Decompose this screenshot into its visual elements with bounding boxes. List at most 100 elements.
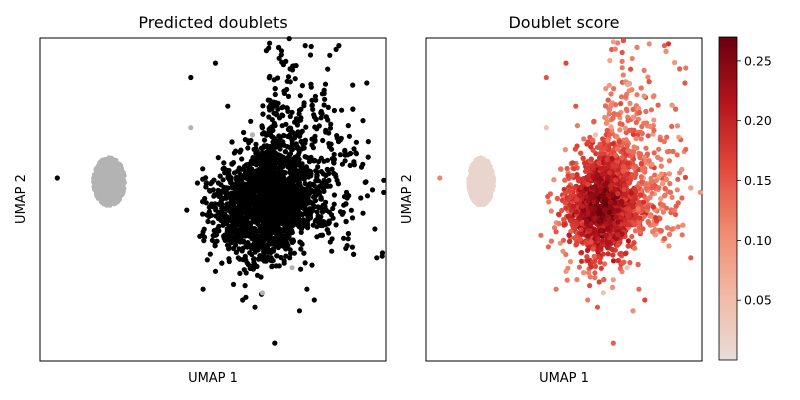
data-point [313, 116, 319, 122]
data-point [327, 52, 333, 58]
data-point [247, 265, 253, 271]
outlier-point [289, 143, 295, 149]
data-point [651, 150, 657, 156]
data-point [99, 196, 105, 202]
outlier-point [242, 283, 248, 289]
data-point [320, 137, 326, 144]
data-point [229, 184, 235, 190]
data-point [652, 172, 658, 178]
data-point [248, 118, 254, 124]
data-point [220, 177, 226, 183]
data-point [365, 139, 371, 145]
data-point [267, 107, 273, 113]
data-point [632, 228, 639, 234]
data-point [230, 160, 237, 166]
data-point [302, 181, 308, 187]
data-point [303, 124, 309, 130]
data-point [259, 125, 265, 131]
data-point [203, 175, 209, 181]
data-point [98, 163, 104, 169]
data-point [111, 197, 117, 203]
data-point [242, 233, 248, 239]
data-point [270, 139, 276, 145]
data-point [295, 161, 301, 167]
data-point [104, 179, 110, 185]
data-point [327, 125, 333, 131]
data-point [230, 281, 237, 287]
data-point [235, 198, 241, 204]
data-point [200, 166, 206, 172]
data-point [275, 189, 281, 195]
data-point [294, 145, 300, 151]
data-point [475, 163, 481, 169]
data-point [252, 261, 258, 268]
data-point [254, 272, 261, 278]
outlier-point [200, 229, 206, 235]
data-point [315, 159, 322, 165]
data-point [119, 170, 126, 176]
data-point [331, 192, 337, 198]
data-point [236, 185, 242, 191]
data-point [325, 104, 331, 110]
data-point [300, 168, 306, 174]
data-point [486, 170, 492, 176]
data-point [369, 187, 376, 193]
data-point [276, 44, 282, 51]
data-point [331, 151, 337, 158]
data-point [252, 244, 258, 250]
data-point [282, 149, 288, 155]
data-point [200, 199, 206, 205]
data-point [275, 165, 281, 171]
data-point [674, 123, 681, 129]
data-point [252, 207, 258, 213]
data-point [324, 157, 331, 163]
data-point [306, 184, 312, 190]
data-point [98, 171, 104, 177]
data-point [236, 218, 242, 224]
data-point [288, 207, 294, 213]
outlier-point [188, 74, 194, 81]
data-point [475, 156, 481, 163]
data-point [351, 159, 357, 165]
data-point [108, 192, 114, 198]
data-point [618, 101, 624, 107]
data-point [222, 170, 228, 176]
data-point [287, 218, 293, 224]
data-point [239, 156, 245, 162]
data-point [283, 193, 289, 199]
data-point [472, 185, 478, 191]
data-point [194, 180, 200, 186]
data-point [260, 111, 266, 117]
data-point [260, 103, 266, 109]
data-point [243, 257, 249, 263]
data-point [331, 159, 337, 166]
data-point [480, 182, 486, 188]
data-point [244, 244, 250, 250]
data-point [225, 193, 231, 199]
data-point [602, 261, 608, 267]
data-point [476, 200, 482, 207]
data-point [211, 193, 217, 199]
data-point [341, 194, 348, 200]
data-point [272, 86, 278, 92]
data-point [273, 263, 279, 269]
data-point [209, 237, 215, 243]
data-point [253, 177, 259, 183]
data-point [342, 148, 348, 154]
data-point [296, 218, 302, 224]
data-point [560, 248, 566, 254]
data-point [270, 200, 276, 206]
data-point [311, 204, 317, 210]
data-point [314, 177, 320, 183]
data-point [278, 174, 284, 180]
data-point [272, 244, 278, 250]
data-point [277, 239, 283, 245]
data-point [270, 196, 276, 202]
data-point [679, 195, 685, 201]
data-point [94, 177, 100, 184]
data-point [343, 218, 349, 224]
data-point [318, 108, 324, 115]
data-point [246, 206, 252, 212]
data-point [248, 213, 254, 219]
data-point [216, 228, 222, 234]
